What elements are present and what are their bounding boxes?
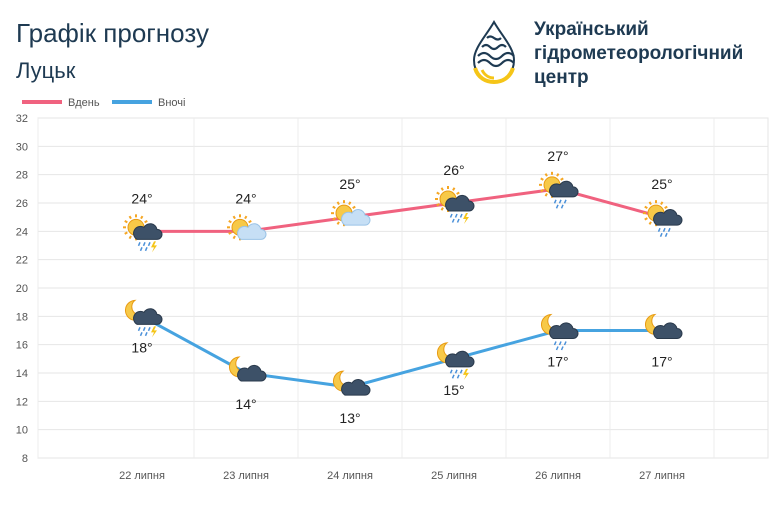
y-tick-label: 20 bbox=[16, 283, 28, 295]
moon-thunderstorm-icon bbox=[436, 342, 475, 380]
x-tick-label: 27 липня bbox=[639, 470, 685, 482]
y-tick-label: 28 bbox=[16, 170, 28, 182]
org-name: Український гідрометеорологічний центр bbox=[534, 18, 774, 90]
y-tick-label: 8 bbox=[22, 453, 28, 465]
org-name-line: центр bbox=[534, 67, 589, 88]
sun-thunderstorm-icon bbox=[123, 214, 163, 253]
data-label: 25° bbox=[339, 176, 360, 192]
y-tick-label: 12 bbox=[16, 396, 28, 408]
org-name-line: Український bbox=[534, 19, 649, 40]
sun-thunderstorm-icon bbox=[435, 186, 475, 224]
logo-icon bbox=[472, 20, 516, 84]
y-tick-label: 16 bbox=[16, 340, 28, 352]
x-tick-label: 23 липня bbox=[223, 470, 269, 482]
y-tick-label: 30 bbox=[16, 141, 28, 153]
moon-rain-cloud-icon bbox=[540, 313, 579, 351]
x-tick-label: 26 липня bbox=[535, 470, 581, 482]
data-label: 14° bbox=[235, 396, 256, 412]
moon-cloud-icon bbox=[332, 370, 371, 396]
x-tick-label: 24 липня bbox=[327, 470, 373, 482]
data-label: 13° bbox=[339, 410, 360, 426]
data-label: 18° bbox=[131, 339, 152, 355]
y-tick-label: 24 bbox=[16, 226, 28, 238]
legend-label: Вночі bbox=[158, 97, 185, 109]
data-label: 15° bbox=[443, 382, 464, 398]
data-label: 26° bbox=[443, 162, 464, 178]
x-tick-label: 22 липня bbox=[119, 470, 165, 482]
data-label: 27° bbox=[547, 148, 568, 164]
sun-rain-cloud-icon bbox=[643, 200, 683, 237]
y-tick-label: 14 bbox=[16, 368, 28, 380]
moon-cloud-icon bbox=[644, 313, 683, 339]
legend-label: Вдень bbox=[68, 97, 100, 109]
city-name: Луцьк bbox=[16, 58, 76, 83]
data-label: 24° bbox=[131, 190, 152, 206]
moon-cloud-icon bbox=[228, 356, 267, 382]
org-name-line: гідрометеорологічний bbox=[534, 43, 744, 64]
y-tick-label: 32 bbox=[16, 113, 28, 125]
sun-cloud-icon bbox=[227, 214, 267, 241]
page-title: Графік прогнозу bbox=[16, 18, 209, 48]
data-label: 17° bbox=[651, 354, 672, 370]
moon-thunderstorm-icon bbox=[124, 299, 163, 338]
sun-rain-cloud-icon bbox=[539, 171, 579, 209]
y-tick-label: 26 bbox=[16, 198, 28, 210]
y-tick-label: 18 bbox=[16, 311, 28, 323]
y-tick-label: 10 bbox=[16, 425, 28, 437]
data-label: 24° bbox=[235, 190, 256, 206]
data-label: 17° bbox=[547, 354, 568, 370]
x-tick-label: 25 липня bbox=[431, 470, 477, 482]
sun-cloud-icon bbox=[331, 200, 371, 227]
data-label: 25° bbox=[651, 176, 672, 192]
y-tick-label: 22 bbox=[16, 255, 28, 267]
